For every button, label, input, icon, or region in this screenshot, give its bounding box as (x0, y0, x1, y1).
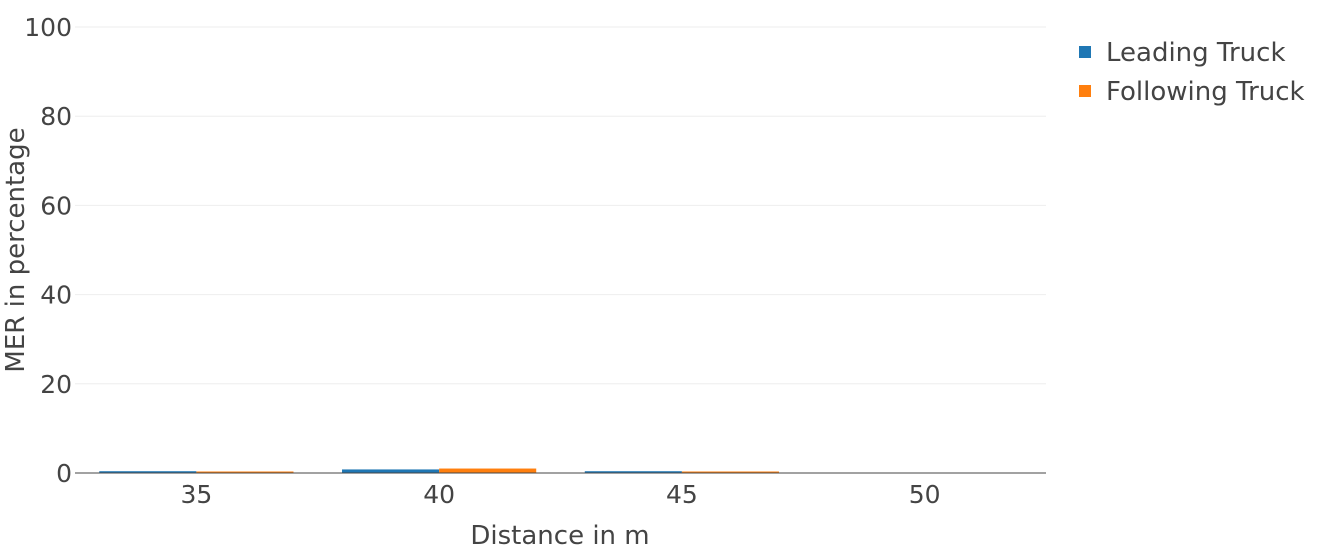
grid-layer (75, 26, 1046, 385)
axis-layer: 0 20 40 60 80 100 35 40 45 50 (24, 13, 1046, 509)
legend-item-leading-truck[interactable]: Leading Truck (1079, 38, 1286, 68)
legend-swatch (1079, 85, 1091, 97)
bar-following-truck-40[interactable] (439, 468, 537, 473)
y-tick-label: 80 (40, 102, 72, 131)
legend-label: Leading Truck (1106, 38, 1286, 68)
x-tick-label: 40 (423, 480, 455, 509)
y-tick-label: 20 (40, 370, 72, 399)
legend[interactable]: Leading Truck Following Truck (1079, 38, 1305, 107)
legend-swatch (1079, 46, 1091, 58)
x-tick-label: 35 (180, 480, 212, 509)
x-axis-title: Distance in m (470, 521, 649, 551)
bar-following-truck-35[interactable] (196, 471, 294, 474)
bar-leading-truck-35[interactable] (99, 471, 197, 473)
x-tick-label: 50 (909, 480, 941, 509)
bars-layer (99, 468, 779, 474)
legend-item-following-truck[interactable]: Following Truck (1079, 77, 1305, 107)
bar-leading-truck-40[interactable] (342, 469, 440, 473)
bar-following-truck-45[interactable] (681, 471, 779, 474)
bar-leading-truck-45[interactable] (584, 471, 682, 473)
y-axis-title: MER in percentage (1, 127, 31, 372)
y-tick-label: 60 (40, 191, 72, 220)
x-tick-label: 45 (666, 480, 698, 509)
y-tick-label: 0 (56, 459, 72, 488)
y-tick-label: 100 (24, 13, 72, 42)
legend-label: Following Truck (1106, 77, 1305, 107)
y-tick-label: 40 (40, 281, 72, 310)
